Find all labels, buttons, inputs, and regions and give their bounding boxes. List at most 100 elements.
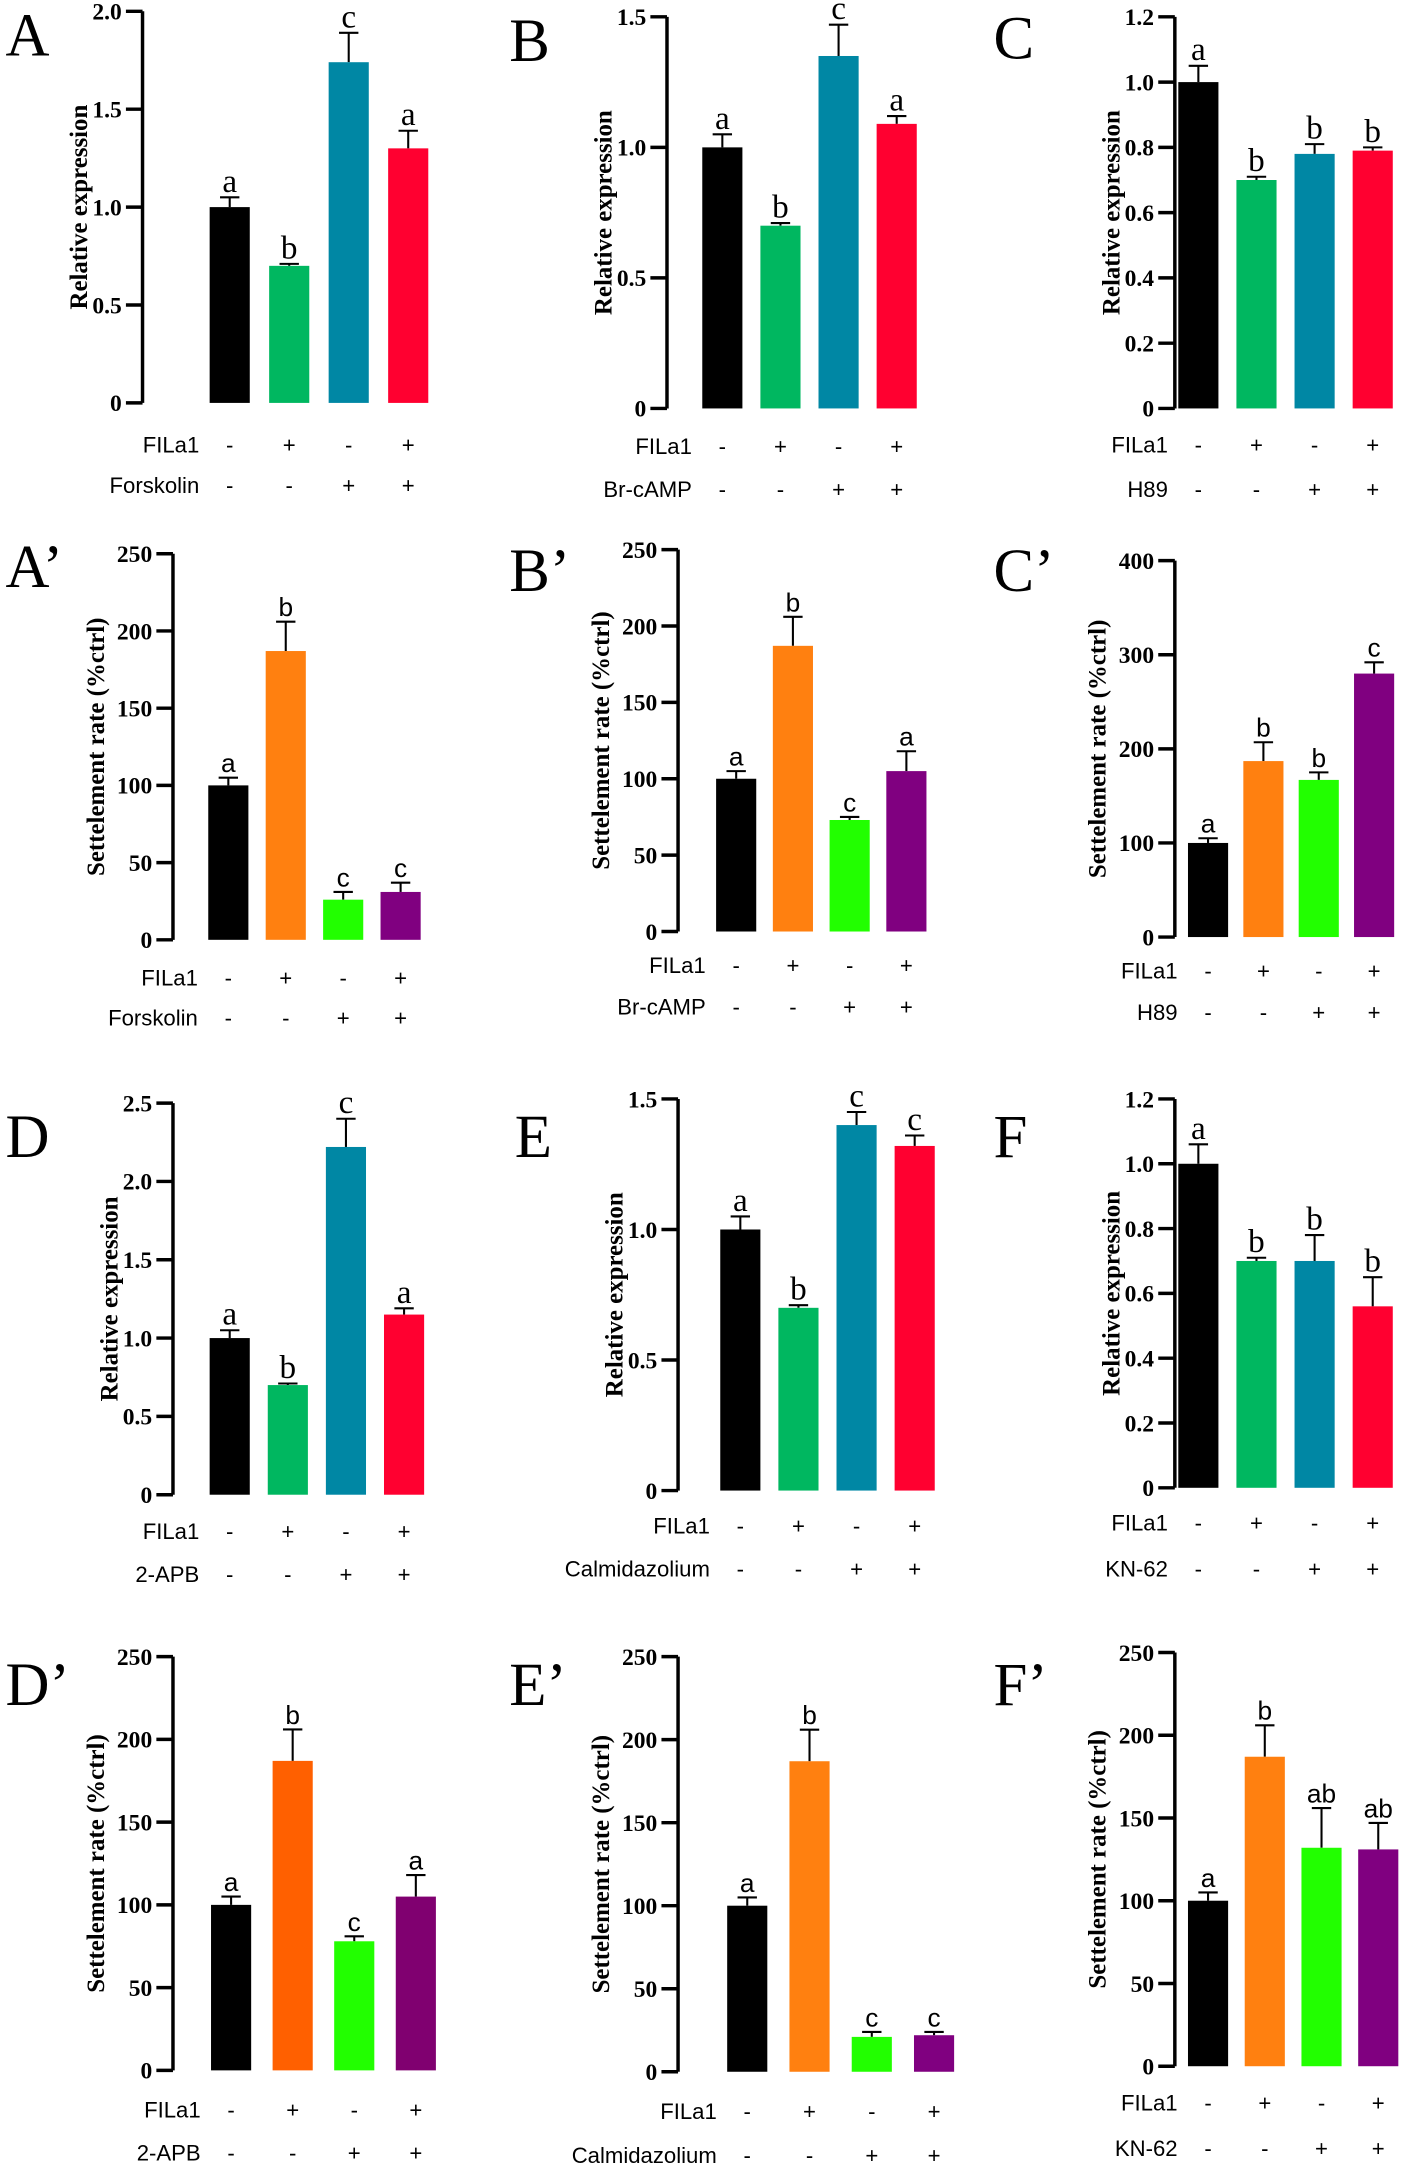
bar (702, 147, 743, 409)
bar (1236, 1260, 1277, 1488)
y-tick-label: 300 (1119, 643, 1154, 669)
significance-letter: c (394, 853, 407, 883)
treatment-sign: - (1315, 959, 1322, 984)
y-tick-label: 200 (1119, 737, 1154, 763)
significance-letter: a (715, 100, 730, 137)
significance-letter: a (401, 96, 416, 133)
treatment-sign: - (1261, 2136, 1268, 2161)
treatment-sign: + (890, 434, 903, 459)
treatment-sign: + (908, 1513, 921, 1538)
treatment-label: Calmidazolium (572, 2143, 717, 2168)
y-axis-label: Relative expression (1098, 1191, 1125, 1396)
bar (829, 819, 870, 932)
y-tick-label: 0 (1142, 397, 1154, 423)
y-tick-label: 200 (117, 619, 152, 645)
significance-letter: a (409, 1846, 424, 1876)
bar (1301, 1847, 1342, 2067)
treatment-sign: + (279, 965, 292, 990)
significance-letter: c (907, 1101, 922, 1138)
significance-letter: a (1201, 1863, 1216, 1893)
y-tick-label: 0 (646, 1479, 658, 1505)
treatment-sign: + (900, 953, 913, 978)
significance-letter: c (831, 0, 846, 27)
y-tick-label: 0 (140, 928, 152, 954)
significance-letter: c (339, 1084, 354, 1121)
bar (1178, 1163, 1219, 1488)
treatment-sign: + (865, 2143, 878, 2168)
y-tick-label: 50 (129, 1976, 153, 2002)
treatment-sign: - (1204, 2091, 1211, 2116)
panel-4: B’ 0 50 100 150 200 250 Settelement rate (%ctrl… (509, 538, 927, 1020)
treatment-sign: + (281, 1519, 294, 1544)
significance-letter: b (1364, 1243, 1381, 1280)
treatment-sign: + (843, 995, 856, 1020)
significance-letter: c (341, 0, 356, 35)
significance-letter: b (278, 592, 293, 622)
y-axis-label: Relative expression (1098, 110, 1125, 315)
y-axis-label: Relative expression (97, 1196, 124, 1401)
panel-label: A (6, 3, 50, 70)
treatment-sign: - (1195, 1511, 1202, 1536)
treatment-sign: + (1368, 1000, 1381, 1025)
y-tick-label: 0.8 (1125, 1217, 1154, 1243)
bar (384, 1314, 425, 1495)
y-tick-label: 1.5 (92, 98, 121, 124)
y-tick-label: 50 (129, 851, 153, 877)
y-tick-label: 100 (117, 1893, 152, 1919)
panel-0: A 0 0.5 1.0 1.5 2.0 Relative expression a - - b + - c… (6, 0, 429, 498)
treatment-sign: - (1318, 2091, 1325, 2116)
y-tick-label: 0.2 (1125, 1411, 1154, 1437)
significance-letter: a (222, 163, 237, 200)
y-axis-label: Settelement rate (%ctrl) (1085, 1730, 1112, 1988)
y-axis-label: Settelement rate (%ctrl) (1085, 620, 1112, 878)
bar (380, 891, 421, 940)
treatment-sign: - (227, 2140, 234, 2165)
bar (388, 148, 429, 403)
bar (760, 225, 801, 409)
y-tick-label: 0 (646, 920, 658, 946)
bar (1187, 842, 1229, 938)
y-tick-label: 100 (1119, 831, 1154, 857)
panel-label: E (515, 1104, 552, 1171)
treatment-sign: + (342, 473, 355, 498)
y-tick-label: 200 (622, 1728, 657, 1754)
treatment-sign: + (786, 953, 799, 978)
y-tick-label: 150 (622, 691, 657, 717)
treatment-sign: + (1258, 2091, 1271, 2116)
significance-letter: a (1191, 31, 1206, 68)
y-tick-label: 150 (117, 1810, 152, 1836)
panel-label: F (994, 1104, 1028, 1171)
bar (1178, 82, 1219, 409)
significance-letter: c (927, 2002, 940, 2032)
treatment-sign: + (1315, 2136, 1328, 2161)
panel-6: D 0 0.5 1.0 1.5 2.0 2.5 Relative expression a - - b… (6, 1084, 425, 1587)
significance-letter: c (348, 1907, 361, 1937)
treatment-sign: - (339, 965, 346, 990)
treatment-sign: - (289, 2140, 296, 2165)
significance-letter: b (802, 1700, 817, 1730)
y-axis-label: Settelement rate (%ctrl) (83, 1734, 110, 1992)
y-tick-label: 2.0 (92, 0, 121, 26)
significance-letter: b (786, 587, 801, 617)
significance-letter: a (1191, 1110, 1206, 1147)
treatment-sign: + (1257, 959, 1270, 984)
panel-3: A’ 0 50 100 150 200 250 Settelement rate (%ctrl… (6, 534, 421, 1031)
treatment-sign: - (1253, 477, 1260, 502)
significance-letter: b (285, 1700, 300, 1730)
y-tick-label: 1.5 (628, 1087, 657, 1113)
bar (265, 651, 306, 940)
bar (269, 265, 310, 403)
treatment-sign: - (286, 473, 293, 498)
treatment-label: Br-cAMP (617, 995, 706, 1020)
significance-letter: c (843, 787, 856, 817)
bar (836, 1125, 877, 1491)
significance-letter: a (740, 1868, 755, 1898)
y-tick-label: 1.0 (1125, 1152, 1154, 1178)
treatment-label: FILa1 (141, 965, 198, 990)
treatment-sign: + (286, 2097, 299, 2122)
y-tick-label: 150 (1119, 1806, 1154, 1832)
significance-letter: ab (1364, 1793, 1393, 1823)
significance-letter: a (889, 82, 904, 119)
treatment-sign: + (1312, 1000, 1325, 1025)
significance-letter: b (1306, 110, 1323, 147)
